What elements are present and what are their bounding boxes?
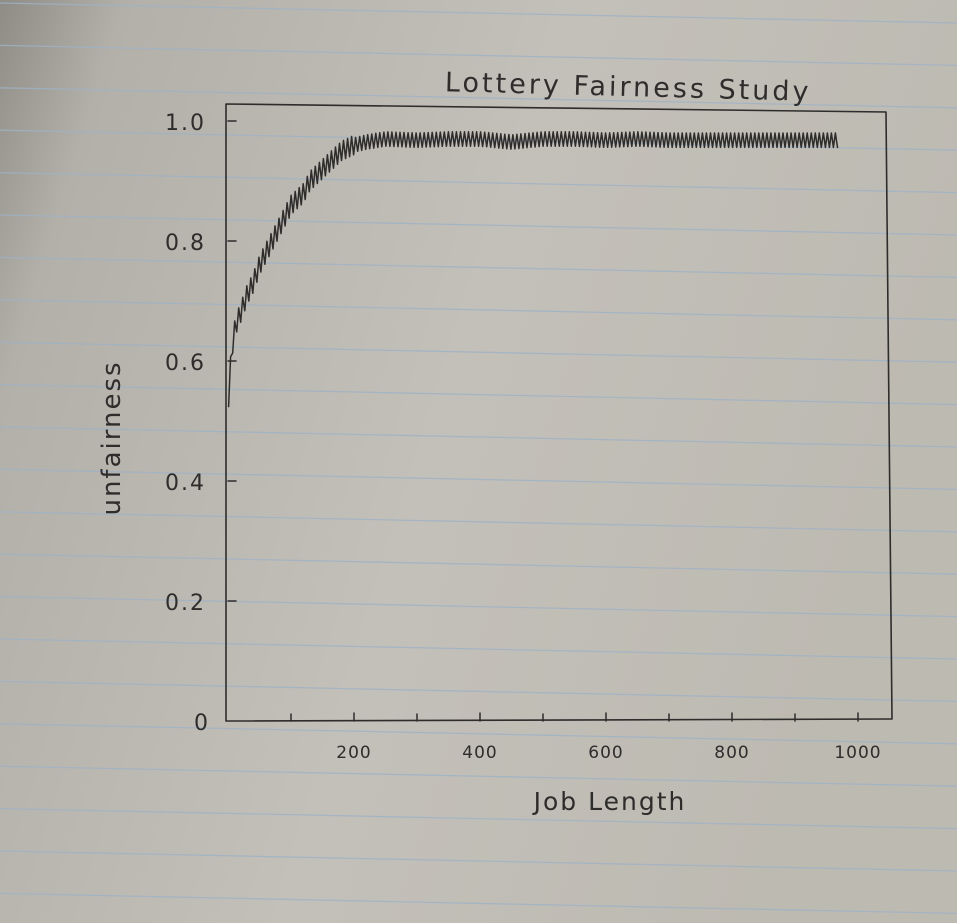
ruled-line	[0, 44, 957, 67]
ruled-line	[0, 256, 957, 279]
x-tick-label: 400	[462, 743, 497, 763]
ruled-line	[0, 171, 957, 194]
y-axis-label: unfairness	[97, 360, 127, 515]
y-tick-label: 1.0	[165, 111, 206, 136]
ruled-line	[0, 638, 957, 660]
ruled-line	[0, 807, 957, 830]
ruled-line	[0, 511, 957, 533]
ruled-line	[0, 383, 957, 406]
y-tick-labels: 0 0.2 0.4 0.6 0.8 1.0	[165, 111, 210, 736]
x-tick-marks	[290, 712, 859, 722]
series-line	[227, 131, 839, 408]
ruled-line	[0, 595, 957, 618]
y-tick-label: 0.6	[165, 351, 206, 376]
ruled-line	[0, 426, 957, 448]
ruled-line	[0, 468, 957, 491]
y-tick-marks	[227, 120, 237, 602]
plot-frame	[225, 103, 893, 722]
y-tick-label: 0.2	[165, 591, 206, 616]
ruled-line	[0, 87, 957, 109]
x-tick-label: 200	[336, 743, 371, 763]
ruled-line	[0, 765, 957, 787]
ruled-line	[0, 2, 957, 24]
y-tick-label: 0.4	[165, 471, 206, 496]
ruled-line	[0, 299, 957, 321]
x-tick-label: 800	[714, 743, 749, 763]
ruled-line	[0, 723, 957, 745]
x-tick-label: 1000	[834, 743, 881, 763]
ruled-line	[0, 553, 957, 575]
y-tick-label: 0.8	[165, 231, 206, 256]
ruled-line	[0, 214, 957, 236]
x-tick-labels: 200 400 600 800 1000	[336, 743, 881, 763]
x-tick-label: 600	[588, 743, 623, 763]
ruled-line	[0, 850, 957, 872]
ruled-line	[0, 680, 957, 703]
chart	[225, 103, 893, 722]
ruled-line	[0, 892, 957, 915]
ruled-line	[0, 341, 957, 363]
x-axis-label: Job Length	[532, 787, 687, 816]
y-tick-label: 0	[194, 711, 210, 736]
